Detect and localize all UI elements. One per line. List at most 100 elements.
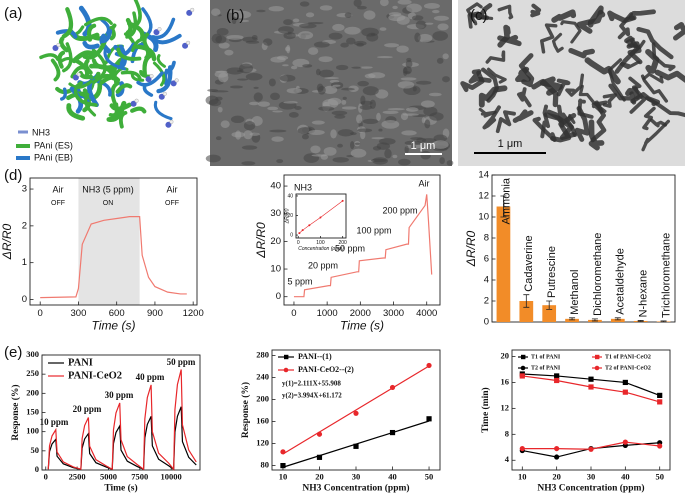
y-tick-label: 2 [22,220,27,231]
category-label: Trichloromethane [660,233,672,318]
polymer-strand [118,110,128,129]
bar [565,318,579,322]
sem-grain [363,10,376,20]
x-tick-label: 40 [388,472,397,482]
x-tick-label: 900 [147,308,163,319]
sem-grain [231,17,237,25]
x-axis-label: Time (s) [340,319,384,333]
data-point [319,216,322,219]
legend-text: PAni (EB) [34,152,73,162]
y-tick-label: 0 [276,291,281,302]
polymer-strand [61,7,74,39]
y-tick-label: 50 [31,445,40,455]
tem-fiber [478,107,497,118]
sem-grain [356,114,363,124]
polymer-strand [78,70,93,80]
y-tick-label: 250 [26,368,39,378]
annotation: y(2)=3.994X+61.172 [282,392,342,400]
data-point [588,376,594,382]
chart: 80 120 160 200 240 280 10 20 30 40 50 NH3 Concentra… [240,349,441,493]
sem-grain [415,20,427,30]
sem-grain [397,81,415,89]
data-point [657,392,663,399]
sem-grain [405,107,419,112]
bar [542,305,557,322]
sem-grain [378,138,396,145]
legend-text: T2 of PANI [531,365,561,371]
panel-label: (d) [4,167,22,184]
tem-fiber [497,24,511,48]
panel-label: (a) [4,5,22,22]
tem-fiber [550,113,577,143]
sem-grain [332,23,345,32]
sem-grain [323,85,338,95]
data-point [657,443,663,449]
molecule-n [130,100,137,107]
tem-fiber [485,50,506,64]
y-tick-label: 120 [256,438,269,448]
data-point [588,384,594,390]
tem-fiber [568,47,595,59]
sem-grain [341,99,347,105]
sem-grain [318,56,333,63]
sem-grain [432,140,449,149]
polymer-strand [150,33,182,45]
molecule-h [169,119,174,124]
sem-grain [402,67,408,76]
tem-fiber [482,105,501,130]
y-tick-label: 16 [501,376,510,386]
sem-grain [294,106,302,111]
legend-marker [594,365,600,371]
sem-grain [205,154,221,163]
y-tick-label: 2 [484,296,489,307]
sem-grain [283,19,293,26]
sem-grain [376,112,381,122]
sem-grain [305,12,315,18]
y-tick-label: 160 [256,416,269,426]
tem-fiber [590,100,607,143]
x-tick-label: 50 [655,472,664,482]
x-tick-label: 100 [316,240,325,246]
sem-grain [411,15,424,21]
sem-grain [313,41,330,48]
tem-fiber [673,22,685,41]
annotation: 20 ppm [73,404,102,414]
data-point [657,399,663,405]
polymer-strand [152,61,166,87]
polymer-strand [55,81,83,95]
chart: 0 50 100 150 200 250 300 0 2500 5000 7500 10000 Time… [4,344,201,493]
tem-fiber [530,3,542,18]
error-bar [546,300,553,310]
sem-grain [308,47,319,55]
legend-text: PANI--(1) [298,352,332,361]
sem-grain [410,144,416,150]
tem-fiber [515,66,531,83]
tem-fiber [466,2,483,26]
x-tick-label: 40 [621,472,630,482]
sem-grain [402,113,419,116]
tem-fiber [565,73,585,97]
sem-grain [308,129,325,135]
polymer-strand [136,71,164,87]
tem-fiber [540,23,558,54]
line-series [282,365,430,455]
sem-grain [337,129,354,137]
data-point [622,439,628,445]
x-tick-label: 10 [279,472,288,482]
sem-grain [334,114,346,119]
polymer-strand [57,50,66,69]
molecule-h [56,43,61,48]
sem-grain [249,101,259,106]
y-tick-label: 8 [505,428,509,438]
sem-grain [272,110,283,113]
sem-grain [216,27,229,36]
sem-grain [366,32,379,42]
sem-grain [307,21,324,25]
tem-fiber [468,11,494,21]
sem-grain [424,22,434,25]
sem-grain [359,66,373,69]
sem-grain [353,0,362,7]
y-tick-label: 8 [484,233,489,244]
sem-grain [322,99,339,109]
